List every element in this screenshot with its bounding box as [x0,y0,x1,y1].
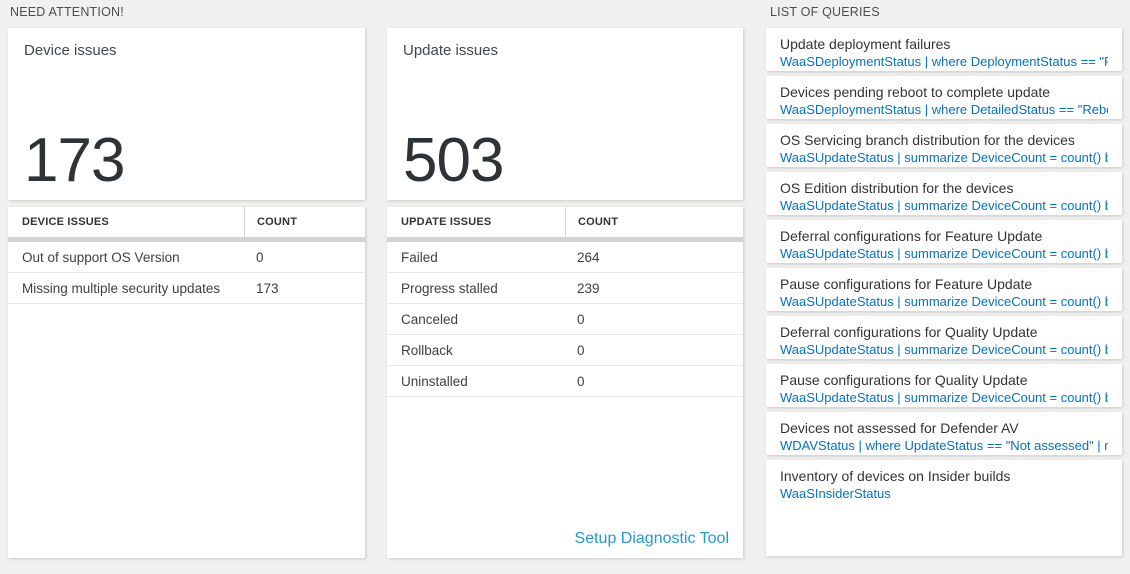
setup-diagnostic-tool-link[interactable]: Setup Diagnostic Tool [574,530,729,547]
table-row[interactable]: Canceled 0 [387,304,743,335]
query-item[interactable]: Pause configurations for Feature Update … [766,268,1122,311]
issue-count: 0 [577,342,585,358]
update-issues-title: Update issues [403,42,499,59]
column-header-count: COUNT [565,207,743,237]
query-link[interactable]: WaaSUpdateStatus | summarize DeviceCount… [780,342,1108,357]
table-row[interactable]: Rollback 0 [387,335,743,366]
device-issues-table-header: DEVICE ISSUES COUNT [8,207,365,242]
query-link[interactable]: WaaSUpdateStatus | summarize DeviceCount… [780,246,1108,261]
query-title: Deferral configurations for Feature Upda… [780,228,1043,244]
table-row[interactable]: Missing multiple security updates 173 [8,273,365,304]
device-issues-tile[interactable]: Device issues 173 [8,28,365,200]
query-title: Devices not assessed for Defender AV [780,420,1019,436]
issue-label: Progress stalled [401,280,498,296]
issue-count: 0 [577,373,585,389]
table-row[interactable]: Uninstalled 0 [387,366,743,397]
device-issues-count: 173 [24,125,125,195]
query-item[interactable]: Deferral configurations for Feature Upda… [766,220,1122,263]
table-row[interactable]: Failed 264 [387,242,743,273]
column-header-count: COUNT [244,207,365,237]
query-item[interactable]: Inventory of devices on Insider builds W… [766,460,1122,556]
query-link[interactable]: WaaSDeploymentStatus | where DetailedSta… [780,102,1108,117]
issue-label: Failed [401,249,438,265]
query-title: Inventory of devices on Insider builds [780,468,1011,484]
query-link[interactable]: WaaSUpdateStatus | summarize DeviceCount… [780,198,1108,213]
query-title: Devices pending reboot to complete updat… [780,84,1051,100]
issue-label: Rollback [401,342,453,358]
table-row[interactable]: Progress stalled 239 [387,273,743,304]
query-link[interactable]: WaaSUpdateStatus | summarize DeviceCount… [780,150,1108,165]
update-issues-table: UPDATE ISSUES COUNT Failed 264 Progress … [387,207,743,558]
update-issues-column: Update issues 503 UPDATE ISSUES COUNT Fa… [387,28,743,558]
update-issues-tile[interactable]: Update issues 503 [387,28,743,200]
query-title: Pause configurations for Feature Update [780,276,1033,292]
query-link[interactable]: WaaSUpdateStatus | summarize DeviceCount… [780,390,1108,405]
query-title: OS Edition distribution for the devices [780,180,1014,196]
update-issues-table-header: UPDATE ISSUES COUNT [387,207,743,242]
device-issues-table: DEVICE ISSUES COUNT Out of support OS Ve… [8,207,365,558]
query-item[interactable]: Pause configurations for Quality Update … [766,364,1122,407]
issue-count: 239 [577,280,600,296]
issue-count: 0 [577,311,585,327]
query-item[interactable]: Update deployment failures WaaSDeploymen… [766,28,1122,71]
device-issues-title: Device issues [24,42,117,59]
need-attention-header: NEED ATTENTION! [10,5,124,19]
query-link[interactable]: WaaSUpdateStatus | summarize DeviceCount… [780,294,1108,309]
list-of-queries-header: LIST OF QUERIES [770,5,880,19]
query-title: Update deployment failures [780,36,951,52]
issue-label: Uninstalled [401,373,468,389]
device-issues-column: Device issues 173 DEVICE ISSUES COUNT Ou… [8,28,365,558]
query-link[interactable]: WaaSInsiderStatus [780,486,891,501]
issue-count: 173 [256,280,279,296]
column-header-device-issues: DEVICE ISSUES [22,216,109,228]
query-link[interactable]: WaaSDeploymentStatus | where DeploymentS… [780,54,1108,69]
issue-label: Missing multiple security updates [22,280,221,296]
query-item[interactable]: OS Edition distribution for the devices … [766,172,1122,215]
query-item[interactable]: Deferral configurations for Quality Upda… [766,316,1122,359]
query-item[interactable]: OS Servicing branch distribution for the… [766,124,1122,167]
issue-label: Canceled [401,311,459,327]
column-header-update-issues: UPDATE ISSUES [401,216,492,228]
query-title: Deferral configurations for Quality Upda… [780,324,1038,340]
issue-count: 264 [577,249,600,265]
issue-count: 0 [256,249,264,265]
query-title: Pause configurations for Quality Update [780,372,1028,388]
table-row[interactable]: Out of support OS Version 0 [8,242,365,273]
query-item[interactable]: Devices pending reboot to complete updat… [766,76,1122,119]
issue-label: Out of support OS Version [22,249,180,265]
query-link[interactable]: WDAVStatus | where UpdateStatus == "Not … [780,438,1108,453]
query-list: Update deployment failures WaaSDeploymen… [766,28,1122,556]
update-issues-count: 503 [403,125,504,195]
query-item[interactable]: Devices not assessed for Defender AV WDA… [766,412,1122,455]
query-title: OS Servicing branch distribution for the… [780,132,1075,148]
